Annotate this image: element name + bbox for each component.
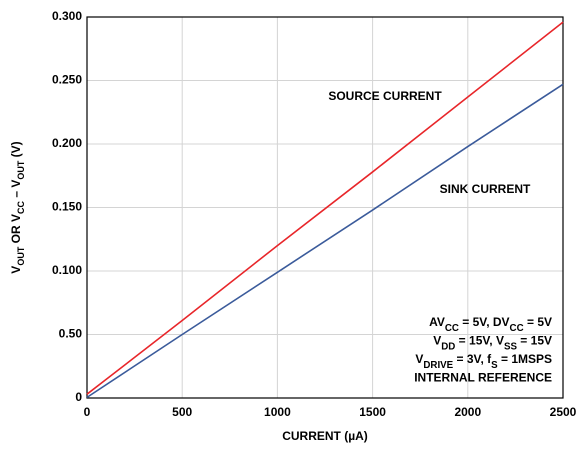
- x-axis-label: CURRENT (µA): [282, 429, 368, 443]
- text-segment: AV: [429, 315, 445, 329]
- x-tick-label: 1500: [359, 405, 386, 419]
- text-segment: = 15V, V: [455, 334, 504, 348]
- text-segment: = 15V: [517, 334, 552, 348]
- annotation-line: VDRIVE = 3V, fS = 1MSPS: [415, 352, 552, 371]
- text-segment: = 1MSPS: [498, 352, 552, 366]
- plot-frame: [86, 16, 564, 399]
- y-tick-label: 0.50: [59, 327, 83, 341]
- text-segment: = 3V, f: [453, 352, 492, 366]
- x-tick-label: 0: [84, 405, 91, 419]
- annotation-line: VDD = 15V, VSS = 15V: [433, 334, 552, 353]
- annotation-line: INTERNAL REFERENCE: [414, 371, 552, 385]
- text-segment: = 5V, DV: [459, 315, 510, 329]
- text-segment: V: [433, 334, 441, 348]
- subscript: DRIVE: [423, 360, 453, 371]
- text-segment: V: [415, 352, 423, 366]
- text-segment: = 5V: [524, 315, 552, 329]
- y-tick-label: 0.300: [52, 9, 82, 23]
- subscript: CC: [510, 323, 524, 334]
- y-tick-label: 0.200: [52, 136, 82, 150]
- subscript: DD: [441, 342, 455, 353]
- y-axis-label: VOUT OR VCC – VOUT (V): [9, 141, 26, 273]
- y-tick-label: 0: [75, 390, 82, 404]
- subscript: S: [491, 360, 498, 371]
- x-tick-label: 2500: [550, 405, 577, 419]
- text-segment: V: [9, 266, 23, 274]
- x-tick-label: 1000: [264, 405, 291, 419]
- subscript: CC: [445, 323, 459, 334]
- text-segment: OR V: [9, 214, 23, 247]
- subscript: OUT: [16, 160, 26, 180]
- text-segment: INTERNAL REFERENCE: [414, 371, 552, 385]
- text-segment: (V): [9, 141, 23, 160]
- series-line: [86, 83, 564, 399]
- subscript: SS: [504, 342, 518, 353]
- text-segment: – V: [9, 180, 23, 201]
- subscript: CC: [16, 201, 26, 214]
- series-label: SINK CURRENT: [440, 182, 531, 196]
- y-tick-label: 0.150: [52, 200, 82, 214]
- series-label: SOURCE CURRENT: [328, 89, 442, 103]
- annotation-line: AVCC = 5V, DVCC = 5V: [429, 315, 552, 334]
- y-tick-label: 0.100: [52, 263, 82, 277]
- x-tick-label: 500: [172, 405, 192, 419]
- series-line: [86, 21, 564, 395]
- subscript: OUT: [16, 246, 26, 266]
- x-tick-label: 2000: [454, 405, 481, 419]
- y-tick-label: 0.250: [52, 73, 82, 87]
